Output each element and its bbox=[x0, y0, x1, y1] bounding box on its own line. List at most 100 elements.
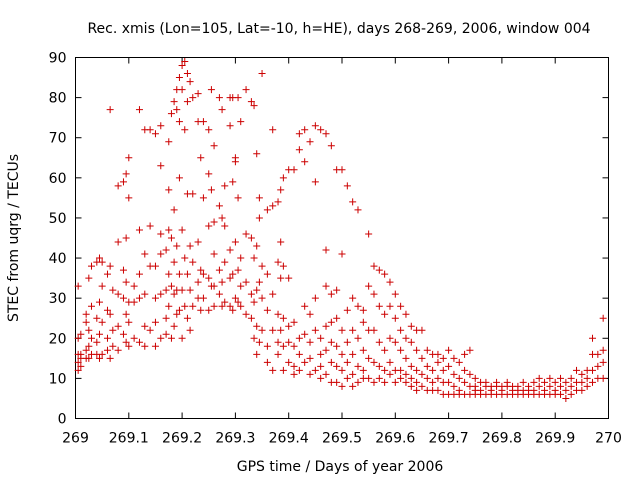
data-point bbox=[466, 370, 474, 378]
data-point bbox=[413, 346, 421, 354]
data-point bbox=[162, 246, 170, 254]
y-tick-label: 50 bbox=[49, 211, 67, 227]
data-point bbox=[407, 322, 415, 330]
data-point bbox=[311, 294, 319, 302]
data-point bbox=[253, 150, 261, 158]
data-point bbox=[255, 278, 263, 286]
data-point bbox=[301, 126, 309, 134]
data-point bbox=[381, 366, 389, 374]
data-point bbox=[269, 326, 277, 334]
data-point bbox=[130, 334, 138, 342]
data-point bbox=[279, 262, 287, 270]
data-point bbox=[461, 350, 469, 358]
data-point bbox=[74, 282, 82, 290]
data-point bbox=[306, 354, 314, 362]
data-point bbox=[450, 370, 458, 378]
data-point bbox=[210, 142, 218, 150]
data-point bbox=[157, 122, 165, 130]
data-point bbox=[407, 338, 415, 346]
data-point bbox=[546, 382, 554, 390]
data-point bbox=[199, 270, 207, 278]
data-point bbox=[82, 346, 90, 354]
data-point bbox=[181, 126, 189, 134]
data-point bbox=[98, 350, 106, 358]
data-point bbox=[162, 314, 170, 322]
data-point bbox=[269, 366, 277, 374]
data-point bbox=[186, 242, 194, 250]
data-point bbox=[234, 266, 242, 274]
data-point bbox=[93, 314, 101, 322]
data-point bbox=[391, 338, 399, 346]
data-point bbox=[95, 254, 103, 262]
data-point bbox=[434, 386, 442, 394]
data-point bbox=[74, 366, 82, 374]
data-point bbox=[205, 274, 213, 282]
data-point bbox=[183, 314, 191, 322]
data-point bbox=[567, 374, 575, 382]
data-point bbox=[333, 314, 341, 322]
data-point bbox=[151, 318, 159, 326]
data-point bbox=[450, 382, 458, 390]
data-point bbox=[381, 346, 389, 354]
data-point bbox=[338, 350, 346, 358]
data-point bbox=[253, 286, 261, 294]
data-point bbox=[119, 330, 127, 338]
data-point bbox=[109, 326, 117, 334]
data-point bbox=[578, 378, 586, 386]
data-point bbox=[445, 378, 453, 386]
data-point bbox=[562, 386, 570, 394]
data-point bbox=[370, 326, 378, 334]
data-point bbox=[165, 302, 173, 310]
data-point bbox=[125, 318, 133, 326]
data-point bbox=[338, 250, 346, 258]
data-point bbox=[557, 382, 565, 390]
data-point bbox=[258, 262, 266, 270]
data-point bbox=[386, 278, 394, 286]
data-point bbox=[77, 330, 85, 338]
data-point bbox=[589, 366, 597, 374]
data-point bbox=[165, 138, 173, 146]
data-point bbox=[290, 166, 298, 174]
data-point bbox=[87, 302, 95, 310]
data-point bbox=[175, 306, 183, 314]
data-point bbox=[445, 346, 453, 354]
y-tick-label: 20 bbox=[49, 331, 67, 347]
data-point bbox=[85, 342, 93, 350]
data-point bbox=[205, 222, 213, 230]
data-point bbox=[162, 286, 170, 294]
data-point bbox=[407, 374, 415, 382]
data-point bbox=[434, 350, 442, 358]
data-point bbox=[423, 362, 431, 370]
data-point bbox=[85, 326, 93, 334]
data-point bbox=[165, 186, 173, 194]
data-point bbox=[189, 258, 197, 266]
data-point bbox=[258, 294, 266, 302]
x-tick-label: 269.3 bbox=[215, 431, 255, 447]
data-point bbox=[354, 334, 362, 342]
data-point bbox=[218, 106, 226, 114]
data-point bbox=[226, 246, 234, 254]
data-point bbox=[349, 294, 357, 302]
data-point bbox=[295, 350, 303, 358]
data-point bbox=[306, 338, 314, 346]
y-tick-label: 10 bbox=[49, 371, 67, 387]
x-tick-label: 270 bbox=[595, 431, 622, 447]
data-point bbox=[122, 278, 130, 286]
data-point bbox=[365, 374, 373, 382]
data-point bbox=[194, 90, 202, 98]
data-point bbox=[210, 218, 218, 226]
data-point bbox=[157, 230, 165, 238]
data-point bbox=[178, 86, 186, 94]
data-point bbox=[221, 258, 229, 266]
data-point bbox=[247, 290, 255, 298]
data-point bbox=[109, 286, 117, 294]
data-point bbox=[386, 302, 394, 310]
data-point bbox=[311, 326, 319, 334]
data-point bbox=[263, 206, 271, 214]
data-point bbox=[189, 190, 197, 198]
data-point bbox=[285, 274, 293, 282]
data-point bbox=[322, 246, 330, 254]
data-point bbox=[183, 98, 191, 106]
data-point bbox=[98, 318, 106, 326]
data-point bbox=[290, 342, 298, 350]
